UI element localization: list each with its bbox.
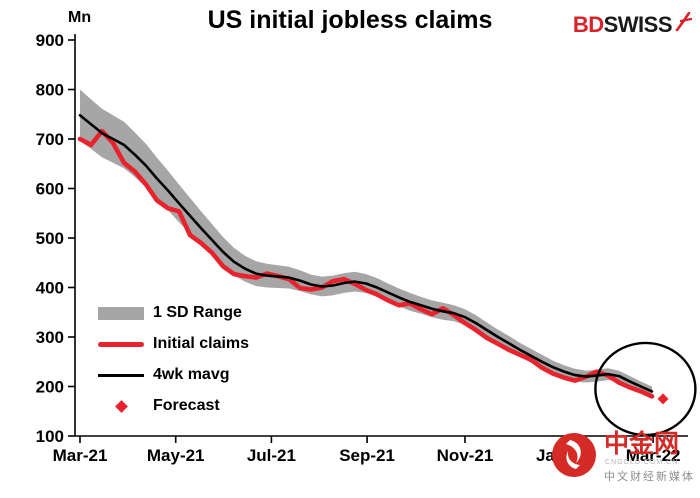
legend-label-forecast: Forecast [153, 397, 220, 414]
bdswiss-logo-swiss: SWISS [603, 12, 673, 37]
watermark-cngold: 中金网 CNGOLD.COM.CN 中文财经新媒体 [550, 431, 695, 484]
y-tick-label: 300 [36, 328, 64, 347]
y-tick-label: 100 [36, 427, 64, 446]
y-tick-label: 700 [36, 130, 64, 149]
x-tick-label: Mar-22 [626, 446, 681, 465]
y-axis-unit-label: Mn [68, 9, 92, 26]
bdswiss-logo-bd: BD [572, 12, 604, 37]
legend-label-mavg: 4wk mavg [153, 366, 230, 383]
watermark-domain: CNGOLD.COM.CN [605, 458, 679, 466]
watermark-text: 中金网 CNGOLD.COM.CN 中文财经新媒体 [604, 431, 695, 483]
y-tick-label: 900 [36, 31, 64, 50]
initial-claims-line [77, 128, 655, 399]
initial-claims-swatch-icon [98, 341, 144, 347]
legend: 1 SD Range Initial claims 4wk mavg Forec… [98, 302, 249, 417]
y-tick-label: 800 [36, 81, 64, 100]
y-tick-label: 200 [36, 378, 64, 397]
watermark-name: 中金网 [604, 430, 680, 459]
forecast-diamond [657, 393, 669, 405]
legend-item-mavg: 4wk mavg [98, 364, 249, 386]
sd-range-swatch-icon [98, 306, 144, 320]
legend-label-sd-range: 1 SD Range [153, 304, 242, 321]
mavg-line [78, 113, 654, 393]
x-tick-label: Sep-21 [339, 446, 395, 465]
mavg-swatch-icon [98, 373, 144, 377]
legend-item-forecast: Forecast [98, 395, 249, 417]
watermark-tagline: 中文财经新媒体 [604, 470, 695, 483]
x-tick-label: Mar-21 [53, 446, 108, 465]
annotation-circle [594, 341, 697, 437]
y-tick-label: 400 [36, 279, 64, 298]
cngold-logo-icon [550, 431, 598, 484]
x-tick-label: Jul-21 [247, 446, 296, 465]
forecast-diamond-icon [98, 399, 144, 413]
bdswiss-logo: BD SWISS [572, 11, 693, 38]
y-tick-label: 600 [36, 180, 64, 199]
legend-item-initial-claims: Initial claims [98, 333, 249, 355]
x-tick-label: Nov-21 [437, 446, 494, 465]
bdswiss-mark-icon [674, 11, 693, 38]
legend-item-sd-range: 1 SD Range [98, 302, 249, 324]
chart-title: US initial jobless claims [207, 6, 493, 34]
x-tick-label: May-21 [147, 446, 205, 465]
y-tick-label: 500 [36, 229, 64, 248]
legend-label-initial-claims: Initial claims [153, 335, 250, 352]
